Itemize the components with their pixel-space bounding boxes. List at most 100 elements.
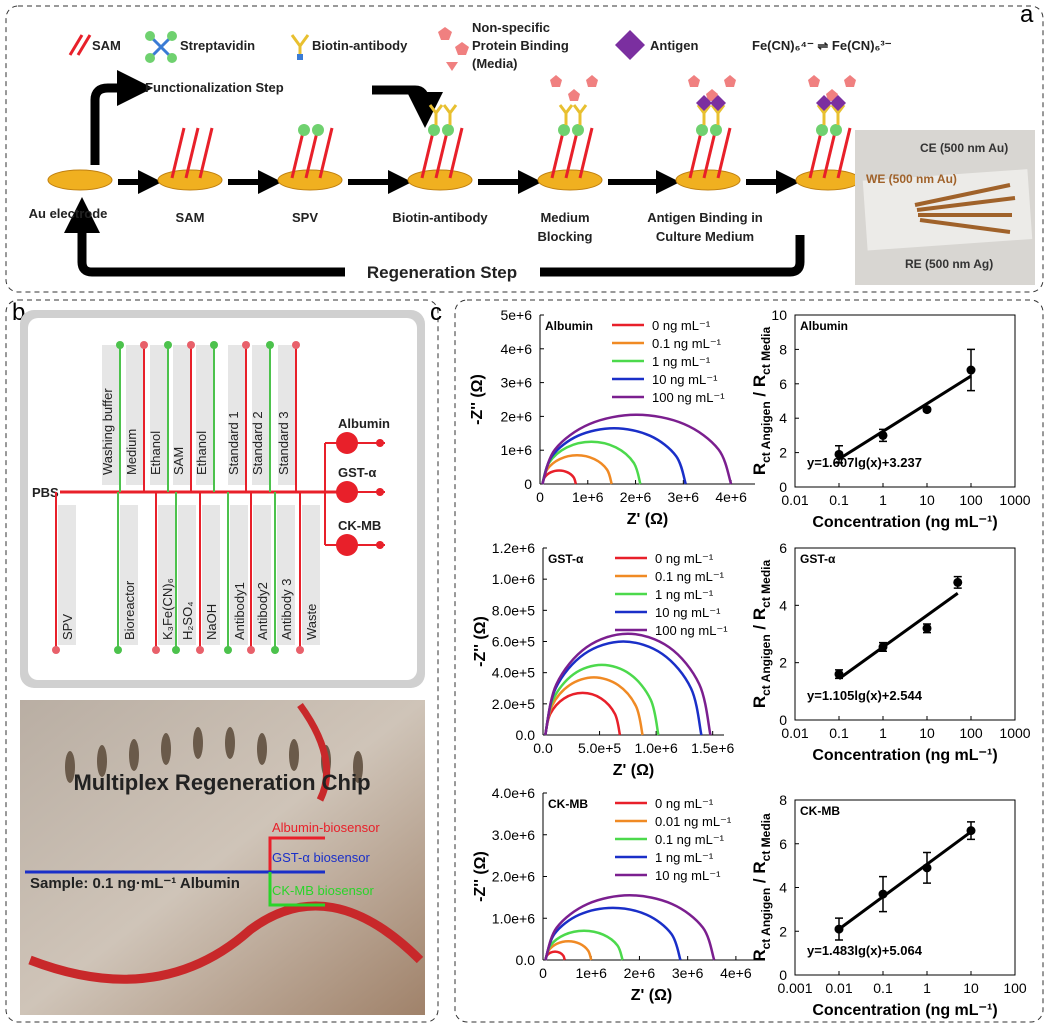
y-tick-label: 4 xyxy=(779,597,787,613)
x-tick-label: 5.0e+5 xyxy=(578,740,621,756)
x-tick-label: 1e+6 xyxy=(575,965,607,981)
y-tick-label: 6 xyxy=(779,836,787,852)
channel-label: Standard 3 xyxy=(276,411,291,475)
antigen xyxy=(830,95,846,111)
photo-title: Multiplex Regeneration Chip xyxy=(73,770,370,795)
antibody xyxy=(572,104,588,125)
channel-band xyxy=(202,505,220,645)
plot-frame xyxy=(794,547,1016,721)
step-label: SAM xyxy=(176,210,205,225)
arrow xyxy=(372,85,443,128)
x-tick-label: 0.1 xyxy=(829,492,849,508)
arrow xyxy=(90,70,153,165)
x-tick-label: 0 xyxy=(536,489,544,505)
data-point xyxy=(878,642,888,652)
sam xyxy=(822,127,838,179)
legend-text: (Media) xyxy=(472,56,518,71)
channel-band xyxy=(278,345,296,485)
protein xyxy=(568,89,580,101)
channel-label: Antibody 3 xyxy=(279,579,294,640)
valve xyxy=(247,646,255,654)
sam xyxy=(688,127,704,179)
electrodes: Au electrode SAM SPV Biotin-antibody Medium B… xyxy=(29,75,861,244)
diagram-bg xyxy=(28,318,417,680)
y-tick-label: 4.0e+5 xyxy=(492,665,535,681)
x-axis-label: Concentration (ng mL⁻¹) xyxy=(812,747,997,764)
x-tick-label: 0.1 xyxy=(829,725,849,741)
channel-band xyxy=(126,345,144,485)
flow-arrow xyxy=(268,836,325,872)
flow-arrow xyxy=(268,872,325,907)
electrode xyxy=(537,169,603,191)
antibody xyxy=(442,104,458,125)
data-point xyxy=(834,669,844,679)
y-tick-label: 2.0e+5 xyxy=(492,696,535,712)
electrode xyxy=(407,169,473,191)
x-tick-label: 10 xyxy=(963,980,979,996)
streptavidin xyxy=(428,124,440,136)
legend-label: 0 ng mL⁻¹ xyxy=(652,318,711,333)
streptavidin xyxy=(830,124,842,136)
y-tick-label: 3.0e+6 xyxy=(492,827,535,843)
sensor xyxy=(336,481,358,503)
channel-label: Antibody1 xyxy=(232,582,247,640)
legend-text: Fe(CN)₆⁴⁻ ⇌ Fe(CN)₆³⁻ xyxy=(752,38,892,53)
step-label: Functionalization Step xyxy=(145,80,284,95)
electrode-pin xyxy=(353,751,363,783)
x-tick-label: 100 xyxy=(959,492,983,508)
x-tick-label: 0.01 xyxy=(781,492,808,508)
panel-frame xyxy=(5,5,1044,293)
y-tick-label: 6.0e+5 xyxy=(492,634,535,650)
step-label: Antigen Binding in xyxy=(647,210,763,225)
sam xyxy=(448,127,464,179)
x-tick-label: 4e+6 xyxy=(720,965,752,981)
y-tick-label: 2 xyxy=(779,445,787,461)
channel-label: Standard 2 xyxy=(250,411,265,475)
streptavidin xyxy=(710,124,722,136)
channel-label: Antibody2 xyxy=(255,582,270,640)
valve xyxy=(114,646,122,654)
x-tick-label: 1e+6 xyxy=(572,489,604,505)
legend-label: 1 ng mL⁻¹ xyxy=(652,354,711,369)
x-tick-label: 3e+6 xyxy=(668,489,700,505)
data-point xyxy=(878,430,888,440)
electrode-pin xyxy=(129,739,139,771)
y-tick-label: 1.0e+6 xyxy=(492,910,535,926)
photo-overlay: Multiplex Regeneration Chip Albumin-biose… xyxy=(25,702,424,984)
channel-label: H₂SO₄ xyxy=(180,601,195,640)
legend-label: 0.01 ng mL⁻¹ xyxy=(655,814,732,829)
x-axis-label: Z' (Ω) xyxy=(613,762,655,779)
y-axis-label: Rct Angigen / Rct Media xyxy=(750,813,773,962)
chip-label: CE (500 nm Au) xyxy=(920,141,1008,155)
sam xyxy=(434,127,450,179)
valve xyxy=(52,646,60,654)
x-tick-label: 10 xyxy=(919,725,935,741)
x-tick-label: 0.001 xyxy=(777,980,812,996)
microfluidic-diagram: PBS Washing buffer Medium Ethanol SAM Ethanol… xyxy=(32,341,390,654)
y-tick-label: 4e+6 xyxy=(500,341,532,357)
tube xyxy=(297,702,331,802)
valve xyxy=(172,646,180,654)
y-tick-label: 4.0e+6 xyxy=(492,785,535,801)
panel-frame xyxy=(454,299,1044,1023)
channel-label: SPV xyxy=(60,614,75,640)
x-tick-label: 10 xyxy=(919,492,935,508)
sample-label: Sample: 0.1 ng·mL⁻¹ Albumin xyxy=(30,875,240,892)
sam xyxy=(420,127,436,179)
channel-band xyxy=(277,505,295,645)
channel-band xyxy=(196,345,214,485)
channel-label: NaOH xyxy=(204,604,219,640)
data-point xyxy=(966,365,976,375)
y-axis-label-part: R xyxy=(750,696,769,708)
channel-band xyxy=(228,345,246,485)
inlet-label: PBS xyxy=(32,485,59,500)
sam xyxy=(716,127,732,179)
panel-frame xyxy=(5,299,439,1023)
legend-label: 1 ng mL⁻¹ xyxy=(655,850,714,865)
electrode-pin xyxy=(257,733,267,765)
y-tick-label: 2 xyxy=(779,923,787,939)
x-tick-label: 1 xyxy=(879,725,887,741)
fit-label: y=1.607lg(x)+3.237 xyxy=(807,455,922,470)
channel-band xyxy=(150,345,168,485)
x-tick-label: 0.0 xyxy=(533,740,553,756)
